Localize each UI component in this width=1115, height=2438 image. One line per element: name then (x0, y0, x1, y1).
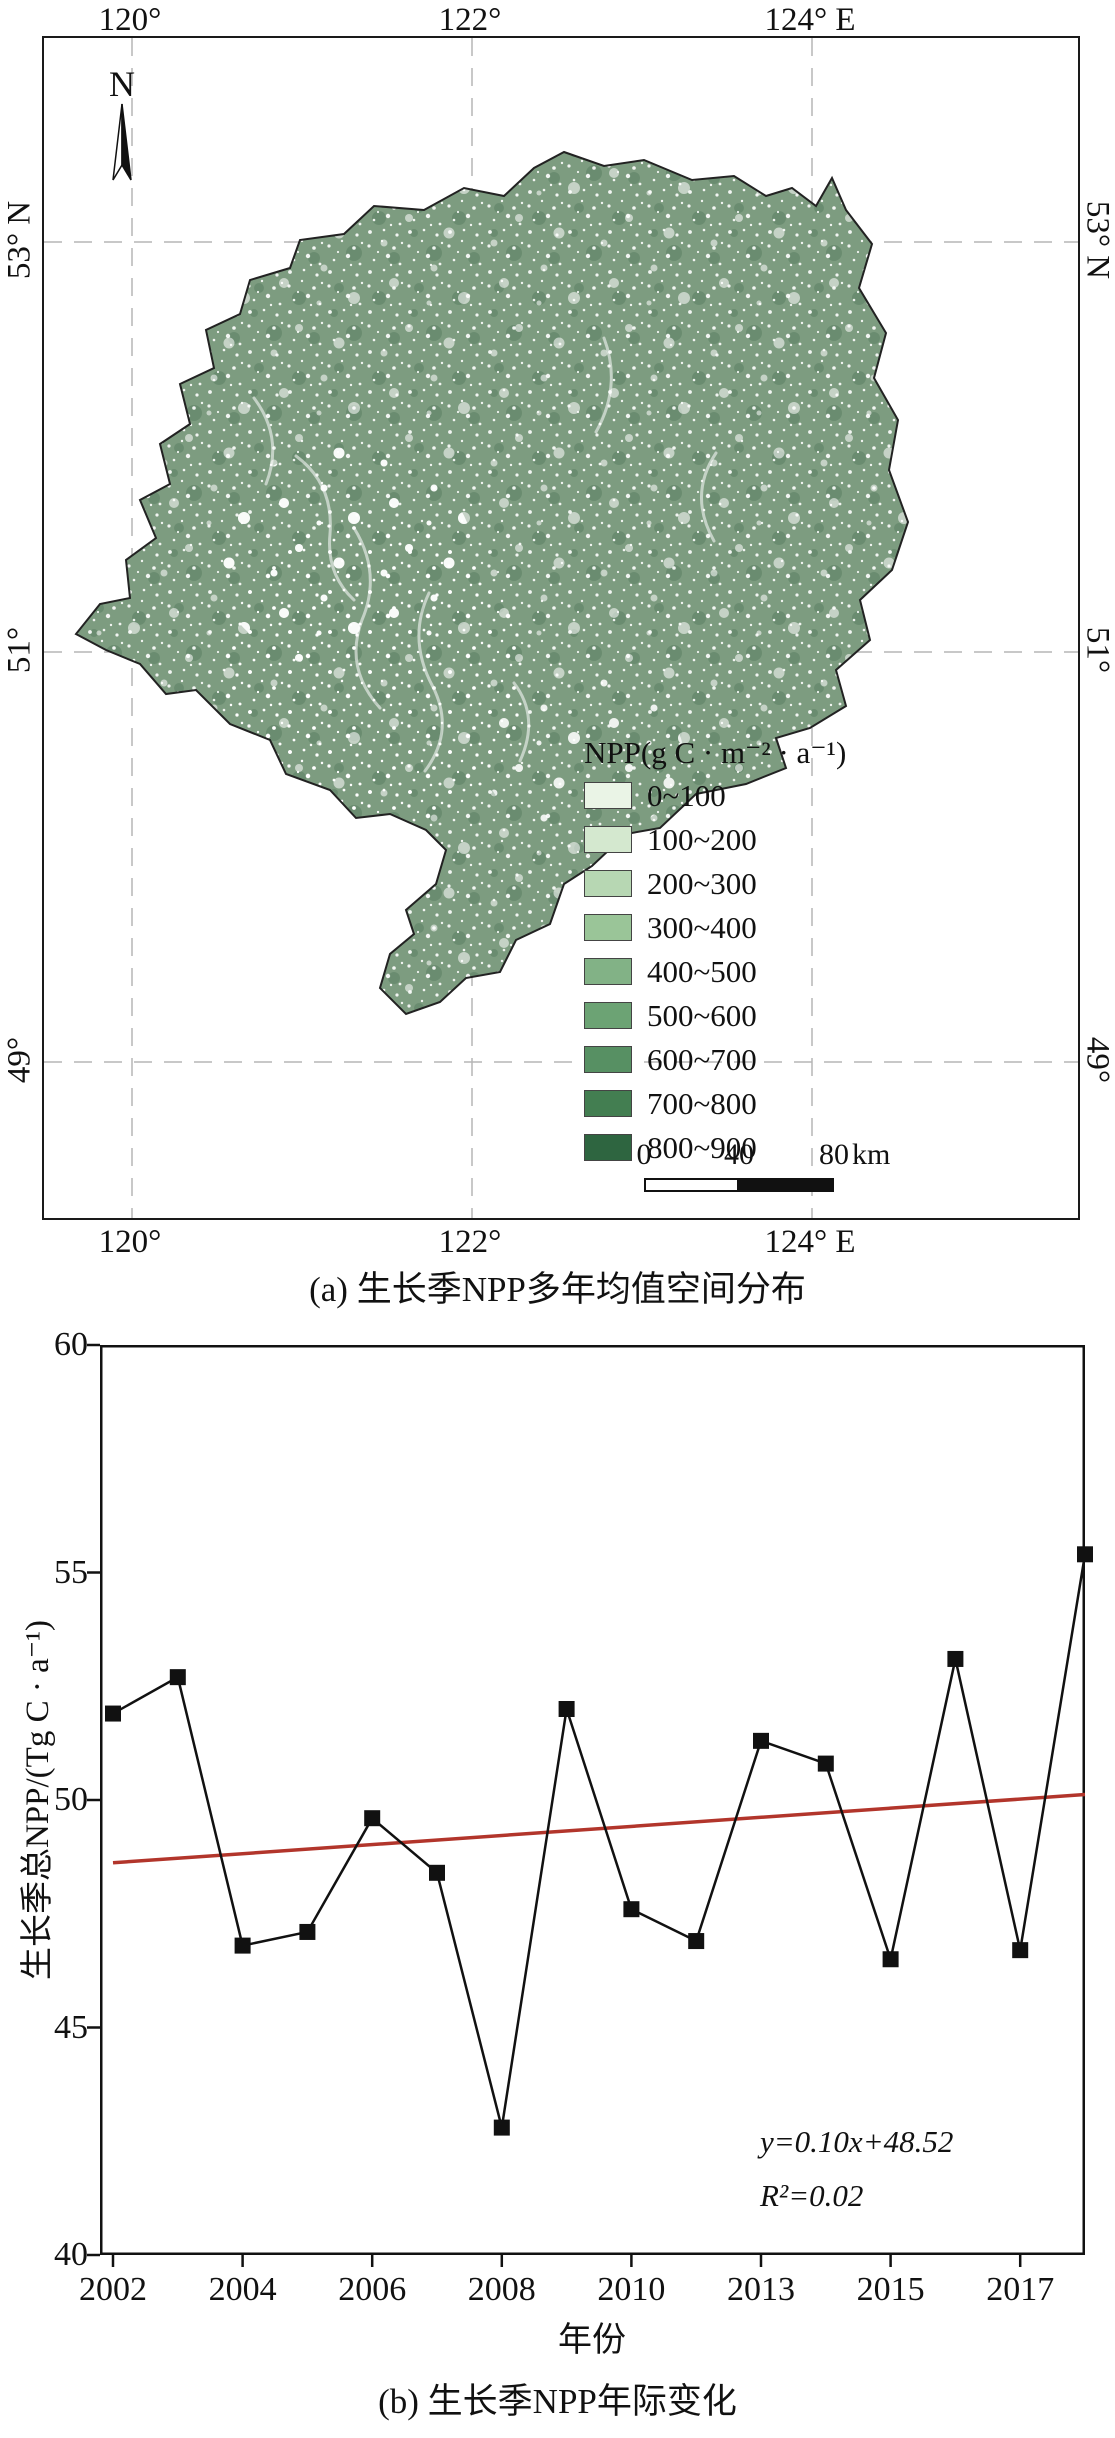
scalebar-unit: km (852, 1138, 891, 1171)
x-tick-label: 2008 (467, 2271, 536, 2308)
npp-legend: NPP(g C · m⁻² · a⁻¹) 0~100 100~200 200~300… (584, 734, 846, 1176)
legend-swatch (584, 958, 632, 985)
lat-label-right-51: 51° (1079, 626, 1115, 674)
legend-item-label: 500~600 (647, 998, 757, 1033)
caption-panel-a: (a) 生长季NPP多年均值空间分布 (309, 1270, 806, 1309)
map-frame: N NPP(g C · m⁻² · a⁻¹) 0~100 100~200 200~3… (42, 36, 1080, 1220)
legend-title: NPP(g C · m⁻² · a⁻¹) (584, 735, 847, 770)
north-arrow-icon: N (109, 64, 135, 181)
legend-item: 100~200 (584, 824, 846, 855)
y-tick-label: 40 (54, 2236, 88, 2273)
chart-plot-area (87, 1343, 1093, 2267)
y-tick-label: 50 (54, 1781, 88, 1818)
map-svg: N (44, 38, 1078, 1218)
trend-equation-label: y=0.10x+48.52 (760, 2124, 954, 2159)
lat-label-right-53: 53° N (1079, 200, 1115, 280)
chart-x-axis-title: 年份 (558, 2322, 626, 2359)
x-tick-label: 2017 (986, 2271, 1055, 2308)
lon-label-bottom-122: 122° (438, 1224, 502, 1260)
scalebar-label-80: 80 (819, 1138, 849, 1171)
legend-item-label: 700~800 (647, 1086, 757, 1121)
lat-label-left-51: 51° (1, 626, 38, 674)
lon-label-bottom-120: 120° (98, 1224, 162, 1260)
x-tick-label: 2004 (208, 2271, 277, 2308)
y-tick-label: 60 (54, 1326, 88, 1363)
legend-item: 700~800 (584, 1088, 846, 1119)
lat-label-left-53: 53° N (1, 200, 38, 280)
legend-swatch (584, 914, 632, 941)
legend-item-label: 400~500 (647, 954, 757, 989)
legend-items: 0~100 100~200 200~300 300~400 400~500 500~600… (584, 780, 846, 1163)
lon-label-top-120: 120° (98, 2, 162, 38)
scalebar (644, 1178, 834, 1192)
legend-swatch (584, 826, 632, 853)
npp-raster-region (74, 150, 910, 1016)
lat-label-left-49: 49° (1, 1036, 38, 1084)
legend-item: 600~700 (584, 1044, 846, 1075)
legend-item-label: 200~300 (647, 866, 757, 901)
x-tick-label: 2010 (597, 2271, 666, 2308)
legend-item-label: 300~400 (647, 910, 757, 945)
legend-item-label: 0~100 (647, 778, 726, 813)
legend-swatch (584, 1134, 632, 1161)
legend-item-label: 100~200 (647, 822, 757, 857)
trend-r2-label: R²=0.02 (760, 2178, 864, 2213)
scalebar-segment-white (646, 1180, 739, 1190)
legend-swatch (584, 1002, 632, 1029)
y-tick-label: 45 (54, 2008, 88, 2046)
legend-swatch (584, 1046, 632, 1073)
legend-swatch (584, 870, 632, 897)
legend-item: 800~900 (584, 1132, 846, 1163)
legend-item: 500~600 (584, 1000, 846, 1031)
lon-label-bottom-124: 124° E (764, 1224, 856, 1260)
lat-label-right-49: 49° (1079, 1036, 1115, 1084)
caption-panel-b: (b) 生长季NPP年际变化 (378, 2382, 737, 2421)
x-tick-label: 2002 (79, 2271, 147, 2308)
legend-swatch (584, 782, 632, 809)
scalebar-label-40: 40 (724, 1138, 754, 1171)
north-arrow-label: N (109, 64, 135, 104)
lon-label-top-124: 124° E (764, 2, 856, 38)
legend-swatch (584, 1090, 632, 1117)
scalebar-segment-black (739, 1180, 832, 1190)
legend-item: 0~100 (584, 780, 846, 811)
legend-item: 400~500 (584, 956, 846, 987)
y-tick-label: 55 (54, 1553, 88, 1591)
x-tick-label: 2006 (338, 2271, 407, 2308)
x-tick-label: 2013 (727, 2271, 795, 2308)
x-tick-label: 2015 (856, 2271, 925, 2308)
lon-label-top-122: 122° (438, 2, 502, 38)
legend-item-label: 800~900 (647, 1130, 757, 1165)
scalebar-label-0: 0 (636, 1138, 652, 1171)
legend-item: 200~300 (584, 868, 846, 899)
legend-item: 300~400 (584, 912, 846, 943)
chart-plot-svg (87, 1343, 1093, 2267)
legend-item-label: 600~700 (647, 1042, 757, 1077)
